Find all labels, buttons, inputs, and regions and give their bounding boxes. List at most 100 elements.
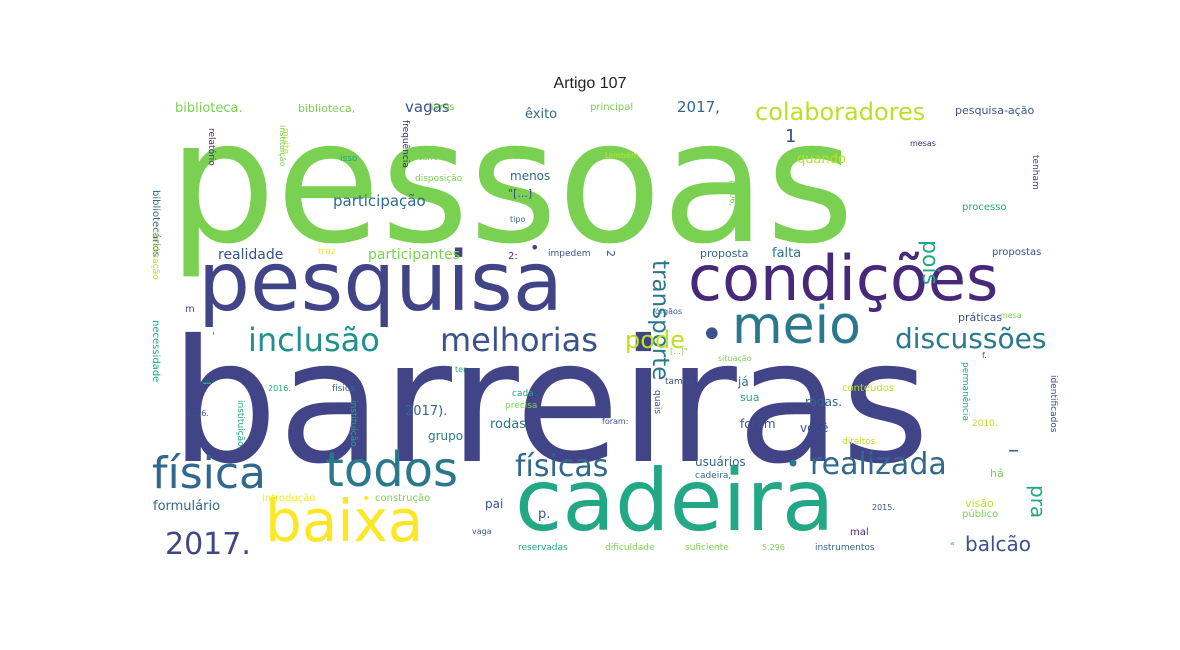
word-2016: 2016. — [268, 384, 291, 393]
word-isso: isso — [340, 154, 358, 164]
word-situacao: situação — [718, 354, 752, 363]
word-foram: foram — [740, 417, 776, 431]
word-ha: há — [990, 467, 1004, 480]
word-f: f. — [982, 351, 987, 360]
word-precisa: precisa — [505, 401, 538, 411]
word-suficiente: suficiente — [685, 543, 729, 553]
word-visao: visão — [965, 497, 994, 510]
chart-title: Artigo 107 — [553, 75, 627, 92]
word-pra: pra — [1026, 485, 1050, 519]
word-sua: sua — [740, 391, 760, 404]
word-realidade: realidade — [218, 247, 284, 263]
word-ter: ter — [455, 365, 467, 374]
word-mal: mal — [850, 527, 869, 538]
word-necessidade: necessidade — [150, 320, 161, 383]
word-mesa: mesa — [1000, 311, 1022, 320]
word-construcao: construção — [375, 493, 431, 504]
word-participantes: participantes — [368, 247, 460, 263]
word-balcao: balcão — [965, 532, 1031, 556]
word-instituicao: instituição, — [348, 400, 358, 450]
word-reservadas: reservadas — [518, 543, 568, 553]
word-ja: já — [738, 375, 749, 389]
word-biblioteca: biblioteca. — [175, 101, 243, 116]
word-voce: você — [800, 421, 829, 435]
word-foram: foram: — [602, 417, 629, 426]
word-todos: todos — [325, 442, 459, 498]
word-rodas: rodas. — [805, 395, 843, 409]
word-falta: falta — [772, 246, 802, 261]
word-exito: êxito — [525, 107, 558, 122]
word-pesquisa: pesquisa — [198, 235, 563, 330]
word-praticas: práticas — [958, 311, 1003, 324]
word-introducao: introdução — [262, 493, 316, 504]
word-formulario: formulário — [153, 499, 221, 514]
word-rodas: rodas — [490, 417, 527, 432]
word-inclusao: inclusão — [248, 321, 380, 359]
word-2017: 2017, — [677, 100, 720, 116]
word-m: m — [185, 304, 195, 315]
word-5-296: 5.296 — [762, 543, 785, 552]
word-identificados: identificados — [1048, 375, 1058, 433]
word-grupo: grupo — [428, 429, 464, 443]
word-pode: pode — [625, 326, 685, 354]
word-baixa: baixa — [265, 487, 424, 555]
word-symbol: • — [362, 491, 371, 507]
word-orgaos: órgãos — [655, 307, 683, 316]
word-symbol: – — [202, 370, 212, 394]
word-barreiras: barreiras — [170, 304, 930, 502]
word-instrumentos: instrumentos — [815, 543, 875, 553]
word-sinalizacao: sinalização — [150, 230, 160, 280]
word-symbol: [...]" — [670, 347, 688, 356]
word-2: 2 — [604, 250, 617, 257]
word-mesas: mesas — [910, 139, 936, 148]
word-carro: carro — [418, 153, 439, 162]
word-tampo: tampo — [665, 377, 695, 387]
word-2006: 2006. — [186, 409, 209, 418]
word-2010: 2010. — [972, 419, 998, 429]
word-impedem: impedem — [548, 249, 591, 259]
word-p: p. — [538, 507, 551, 522]
word-pois: pois — [917, 240, 942, 285]
word-2006: (2006, — [728, 180, 737, 207]
word-pesquisa-acao: pesquisa-ação — [955, 104, 1035, 117]
word-pai: pai — [485, 497, 504, 511]
word-cada: cada — [512, 389, 534, 399]
word-symbol: • — [700, 312, 724, 358]
word-tenham: tenham — [1030, 155, 1040, 190]
word-symbol: « — [950, 539, 955, 548]
word-realizada: realizada — [810, 447, 947, 482]
word-symbol: • — [786, 450, 801, 478]
word-2015: 2015. — [872, 503, 895, 512]
word-frequencia: frequência — [400, 120, 410, 168]
word-cloud: pessoas barreiras pesquisa condições cadeira… — [150, 100, 1060, 560]
word-quais: quais — [652, 390, 662, 415]
word-livros: livros — [428, 102, 455, 113]
word-muito: muito — [280, 128, 290, 155]
word-gestores: gestores — [485, 152, 524, 162]
word-usuarios: usuários — [695, 455, 746, 469]
word-foi: foi — [732, 159, 745, 170]
word-tambem: também — [605, 151, 639, 160]
word-disposicao: disposição — [415, 174, 463, 184]
word-menos: menos — [510, 169, 551, 183]
word-biblioteca: biblioteca, — [298, 102, 356, 115]
word-vaga: vaga — [472, 527, 492, 536]
word-discussoes: discussões — [895, 322, 1047, 355]
word-proposta: proposta — [700, 247, 749, 260]
word-1: 1 — [785, 126, 797, 147]
word-symbol: ' — [212, 331, 215, 342]
word-conteudos: conteúdos — [842, 383, 895, 394]
word-symbol: "[...] — [508, 187, 533, 200]
word-direitos: direitos — [842, 437, 876, 447]
word-tipo: tipo — [510, 215, 526, 224]
word-symbol: – — [1008, 438, 1019, 463]
word-instituicao: instituição. — [235, 400, 245, 450]
word-condicoes: condições — [688, 242, 999, 315]
word-processo: processo — [962, 202, 1007, 213]
word-melhorias: melhorias — [440, 321, 598, 359]
word-traz: traz — [318, 247, 336, 257]
word-pessoas: pessoas — [168, 100, 855, 282]
word-quando: quando — [797, 152, 846, 167]
word-fisica: física — [152, 448, 267, 499]
word-fisicas: físicas — [515, 449, 609, 484]
